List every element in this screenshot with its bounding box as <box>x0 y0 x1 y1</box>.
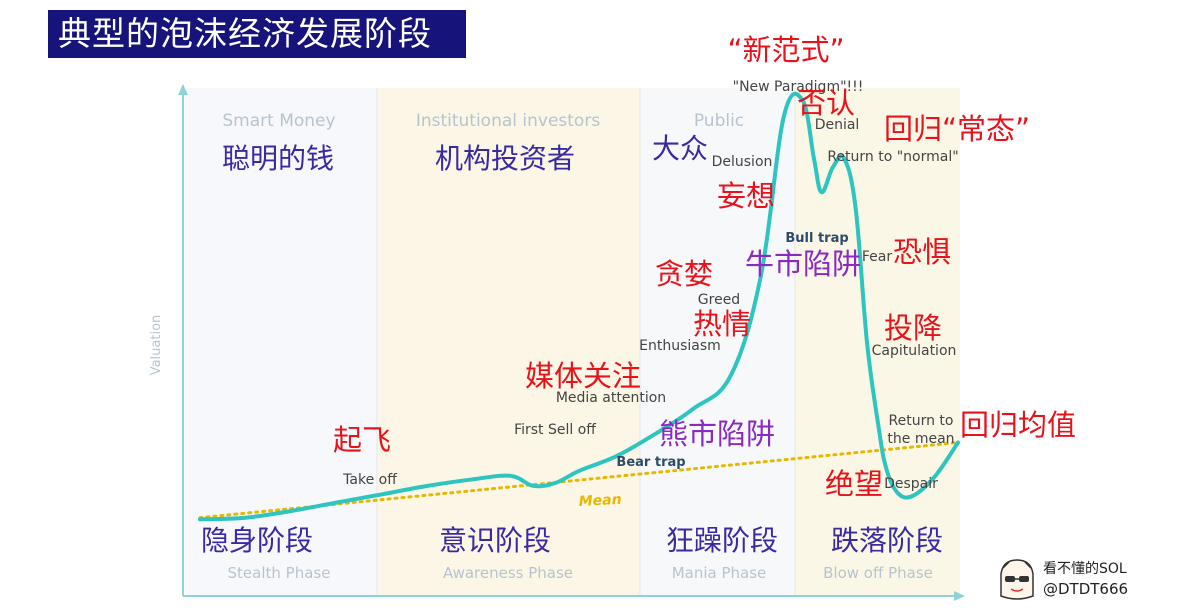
annotation-cn-new-paradigm: “新范式” <box>727 33 844 67</box>
annotation-cn-delusion: 妄想 <box>717 179 775 213</box>
y-axis-label: Valuation <box>149 315 164 376</box>
annotation-capitulation: Capitulation <box>872 343 957 359</box>
phase-header-cn-1: 聪明的钱 <box>222 142 334 175</box>
annotation-new-paradigm: "New Paradigm"!!! <box>733 79 864 95</box>
x-axis-arrow-icon <box>954 591 965 601</box>
phase-band-blowoff <box>795 88 960 596</box>
annotation-delusion: Delusion <box>712 154 773 170</box>
annotation-return-to: Return to <box>889 413 954 429</box>
phase-header-cn-3: 大众 <box>652 132 708 165</box>
phase-name-cn-1: 隐身阶段 <box>201 524 313 557</box>
annotation-cn-return-to-normal: 回归“常态” <box>884 112 1030 146</box>
phase-band-awareness <box>377 88 640 596</box>
watermark: 看不懂的SOL @DTDT666 <box>995 556 1195 606</box>
annotation-cn-return-to-mean: 回归均值 <box>960 408 1076 442</box>
phase-name-cn-2: 意识阶段 <box>439 524 551 557</box>
phase-name-en-1: Stealth Phase <box>228 564 331 582</box>
annotation-denial: Denial <box>815 117 860 133</box>
bubble-curve <box>198 91 960 522</box>
phase-name-en-3: Mania Phase <box>672 564 767 582</box>
phase-header-en-1: Smart Money <box>222 111 335 131</box>
annotation-enthusiasm: Enthusiasm <box>639 338 721 354</box>
watermark-name: 看不懂的SOL <box>1043 561 1127 577</box>
annotation-cn-take-off: 起飞 <box>333 423 391 457</box>
phase-band-mania <box>640 88 795 596</box>
avatar-icon <box>1000 559 1034 600</box>
watermark-handle: @DTDT666 <box>1043 580 1129 598</box>
phase-name-en-4: Blow off Phase <box>823 564 933 582</box>
annotation-bull-trap: Bull trap <box>785 231 848 246</box>
phase-header-en-3: Public <box>694 111 744 131</box>
phase-header-en-2: Institutional investors <box>416 111 601 131</box>
annotation-cn-bear-trap: 熊市陷阱 <box>659 417 775 451</box>
annotation-media-attention: Media attention <box>556 390 666 406</box>
annotation-bear-trap: Bear trap <box>616 455 685 470</box>
annotation-cn-denial: 否认 <box>797 86 855 120</box>
annotation-take-off: Take off <box>342 472 397 488</box>
annotation-cn-fear: 恐惧 <box>893 235 951 269</box>
annotation-the-mean: the mean <box>887 431 954 447</box>
annotation-despair: Despair <box>884 476 938 492</box>
annotation-fear: Fear <box>862 249 892 265</box>
annotation-cn-media-attention: 媒体关注 <box>525 359 641 393</box>
phase-name-cn-4: 跌落阶段 <box>831 524 943 557</box>
annotation-return-to-normal: Return to "normal" <box>827 149 958 165</box>
annotation-cn-enthusiasm: 热情 <box>693 307 751 341</box>
y-axis-arrow-icon <box>178 84 188 95</box>
annotation-cn-capitulation: 投降 <box>884 311 942 345</box>
phase-header-cn-2: 机构投资者 <box>435 142 575 175</box>
annotation-greed: Greed <box>698 292 740 308</box>
annotation-cn-bull-trap: 牛市陷阱 <box>745 247 861 281</box>
chart-title: 典型的泡沫经济发展阶段 <box>48 10 466 58</box>
annotation-cn-greed: 贪婪 <box>655 257 713 291</box>
annotation-first-sell-off: First Sell off <box>514 422 596 438</box>
phase-name-cn-3: 狂躁阶段 <box>666 524 778 557</box>
mean-line-label: Mean <box>578 492 622 510</box>
annotation-cn-despair: 绝望 <box>825 467 883 501</box>
phase-name-en-2: Awareness Phase <box>443 564 573 582</box>
